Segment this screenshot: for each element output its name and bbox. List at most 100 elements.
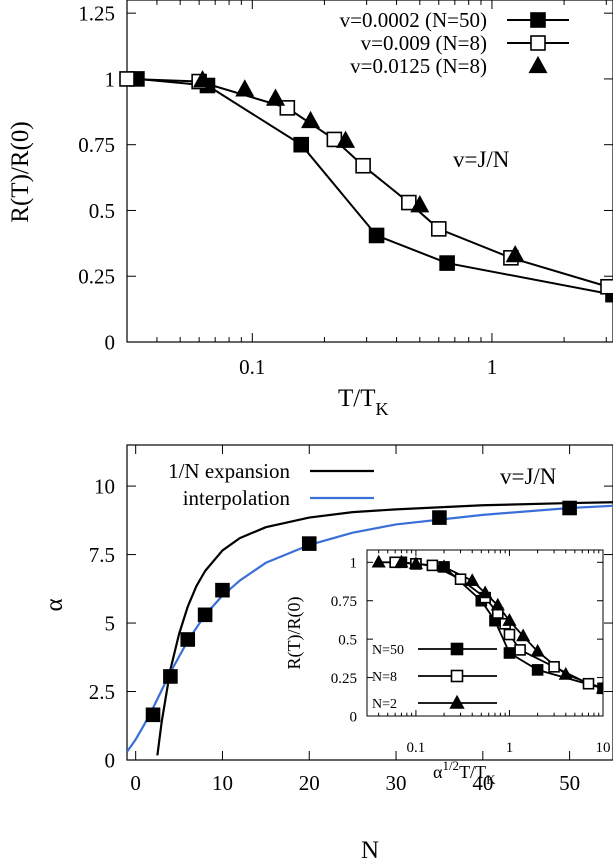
top-plot-frame [126, 0, 613, 343]
inset-series-2-point [465, 573, 480, 586]
top-ytick-label: 0.25 [78, 265, 115, 289]
top-series-1-point [600, 278, 613, 295]
bottom-xtick-label: 50 [559, 771, 580, 795]
bottom-data-point [145, 707, 161, 723]
bottom-plot-frame [126, 444, 613, 761]
top-series-lines [127, 77, 613, 296]
top-ytick-label: 0 [105, 330, 116, 354]
inset-background [367, 550, 603, 716]
top-chart: 0 0.25 0.5 0.75 1 1.25 0.1 1 v=J/N R(T)/R(0) T/… [7, 0, 613, 419]
inset-y-axis-label: R(T)/R(0) [284, 597, 305, 670]
inset-ytick-label: 1 [350, 556, 358, 572]
top-series-2-point [266, 88, 286, 106]
inset-series-0-point [531, 664, 544, 676]
top-series-markers [119, 70, 613, 303]
bottom-data-point [562, 500, 577, 516]
inset-legend-label: N=50 [372, 643, 404, 658]
inset-ytick-label: 0 [350, 709, 358, 725]
top-series-0-point [293, 136, 310, 153]
bottom-legend-label: 1/N expansion [168, 459, 290, 483]
bottom-data-point [180, 632, 196, 647]
bottom-ytick-label: 0 [105, 748, 116, 772]
bottom-ytick-label: 10 [94, 474, 115, 498]
bottom-ytick-label: 2.5 [89, 680, 115, 704]
bottom-data-point [197, 607, 213, 623]
bottom-xtick-label: 10 [212, 771, 233, 795]
top-series-0-line [136, 77, 613, 296]
inset-series-2-point [502, 613, 517, 626]
bottom-xtick-label: 40 [472, 771, 493, 795]
bottom-legend: 1/N expansion interpolation [168, 459, 374, 510]
inset-series-2-point [408, 556, 423, 570]
inset-xtick-label: 10 [596, 740, 611, 756]
top-ytick-label: 1 [105, 67, 116, 91]
bottom-data-point [215, 582, 230, 598]
top-legend: v=0.0002 (N=50)v=0.009 (N=8)v=0.0125 (N=… [340, 8, 569, 78]
bottom-series-markers [145, 500, 577, 723]
inset-xtick-label: 0.1 [407, 740, 426, 756]
inset-x-axis-label-sup: 1/2 [442, 758, 459, 773]
inset-series-2-point [516, 628, 531, 642]
top-y-axis-label: R(T)/R(0) [7, 121, 34, 222]
top-series-0-point [439, 255, 455, 271]
inset-series-markers [371, 554, 603, 695]
bottom-ytick-label: 7.5 [89, 543, 115, 567]
top-series-2-point [301, 110, 321, 129]
top-series-1-point [119, 71, 135, 87]
inset-ytick-label: 0.5 [338, 632, 357, 648]
bottom-ytick-label: 5 [105, 611, 116, 635]
bottom-xtick-label: 0 [130, 771, 141, 795]
inset-legend: N=50 N=8 N=2 [372, 642, 497, 712]
inset-series-1-point [426, 559, 439, 572]
inset-x-axis-label-sub: K [486, 772, 496, 787]
inset-legend-marker [449, 694, 465, 709]
top-legend-marker [530, 35, 546, 51]
top-series-0-point [368, 227, 385, 244]
top-ytick-label: 0.75 [78, 133, 115, 157]
top-x-axis-label: T/TK [338, 385, 389, 419]
inset-series-1-point [548, 661, 560, 673]
bottom-data-point [432, 510, 447, 525]
inset-series-0-point [503, 647, 516, 659]
top-legend-label: v=0.0125 (N=8) [350, 54, 487, 78]
inset-plot-frame [366, 549, 604, 717]
inset-series-2-point [530, 643, 545, 657]
inset-legend-marker [450, 669, 464, 683]
top-series-0-point [605, 286, 613, 303]
inset-legend-label: N=2 [372, 697, 397, 712]
top-legend-marker [530, 12, 546, 28]
top-ytick-label: 0.5 [89, 199, 115, 223]
top-series-1-line [127, 77, 609, 288]
top-x-axis-label-sub: K [376, 399, 389, 419]
inset-series-1-point [454, 573, 467, 586]
inset-series-2-point [478, 585, 493, 599]
bottom-annotation: v=J/N [500, 464, 557, 489]
inset-series-1-point [582, 677, 595, 690]
inset-legend-label: N=8 [372, 670, 397, 685]
top-legend-label: v=0.009 (N=8) [361, 31, 487, 55]
bottom-data-point [301, 536, 317, 551]
top-series-2-point [505, 245, 525, 263]
bottom-xtick-label: 20 [299, 771, 320, 795]
bottom-series-0-line [156, 501, 613, 756]
inset-x-axis-label: α1/2T/TK [433, 758, 496, 787]
top-legend-label: v=0.0002 (N=50) [340, 8, 487, 32]
top-series-2-point [193, 70, 213, 88]
inset-series-2-point [371, 554, 386, 568]
top-series-1-point [355, 157, 371, 174]
inset-ytick-label: 0.75 [331, 594, 357, 610]
top-series-1-point [430, 221, 447, 237]
inset-xtick-label: 1 [506, 740, 514, 756]
inset-series-2-point [595, 680, 603, 694]
inset-series-1-point [503, 628, 516, 641]
top-xtick-label: 0.1 [239, 355, 265, 379]
top-ytick-label: 1.25 [78, 2, 115, 26]
bottom-y-axis-label: α [41, 598, 68, 611]
inset-series-2-point [490, 597, 505, 611]
bottom-data-point [163, 669, 178, 684]
top-series-2-point [336, 130, 356, 148]
inset-series-2-point [437, 559, 452, 573]
